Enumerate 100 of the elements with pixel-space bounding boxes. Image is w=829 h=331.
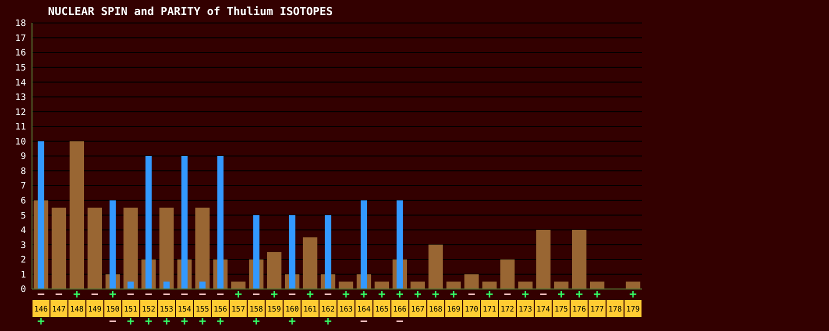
data-label: + [324,314,332,328]
bar [231,282,246,289]
bar [324,215,332,289]
data-label: − [540,287,547,301]
bar [590,282,604,289]
data-label: + [127,314,134,328]
bar [536,230,550,289]
data-label: − [198,287,206,301]
bar [217,156,224,289]
y-tick-label: 1 [20,270,26,280]
y-tick-label: 9 [20,152,26,162]
y-tick-label: 14 [15,78,26,88]
bar [464,274,479,289]
bar [446,282,461,289]
data-label: + [198,314,206,328]
data-label: + [306,287,314,301]
data-label: − [91,287,98,301]
bar [289,215,296,289]
y-tick-label: 15 [15,63,26,74]
data-label: + [180,314,188,328]
y-tick-label: 2 [20,256,26,266]
bar [396,200,403,289]
bar [482,282,497,289]
data-label: − [145,287,152,301]
y-tick-label: 5 [20,211,26,222]
bar [128,282,134,289]
data-label: + [396,287,404,301]
data-label: + [145,314,152,328]
data-label: + [342,287,350,301]
data-label: − [55,287,63,301]
data-label: + [270,287,278,301]
data-label: + [594,287,601,301]
y-tick-label: 8 [20,166,26,177]
bar [159,208,174,289]
data-label: + [576,287,583,301]
data-label: + [522,287,529,301]
bar [360,200,368,289]
data-label: + [37,314,45,328]
data-label: + [162,314,170,328]
bar [500,259,515,289]
bar [199,282,206,289]
data-label: + [73,287,80,301]
data-label: + [216,314,224,328]
bar [267,252,282,289]
bar [163,282,170,289]
y-tick-label: 10 [15,137,26,148]
data-label: + [252,314,260,328]
bar [145,156,152,289]
data-label: + [414,287,422,301]
bar [428,244,443,289]
y-tick-label: 18 [15,19,26,30]
bar [38,141,44,289]
bar [124,208,138,289]
y-tick-label: 12 [15,108,26,118]
y-tick-label: 0 [20,285,26,296]
data-label: − [37,287,45,301]
data-label: + [486,287,494,301]
bar [181,156,188,289]
bar [410,282,425,289]
data-label: − [288,287,296,301]
data-label: + [360,287,368,301]
y-tick-label: 3 [20,240,26,251]
bar [626,282,640,289]
data-label: − [180,287,188,301]
data-label: − [504,287,512,301]
bar [338,282,354,289]
data-label: − [127,287,134,301]
data-label: + [558,287,565,301]
data-label: − [109,314,116,328]
bar [52,208,66,289]
y-tick-label: 6 [20,196,26,206]
bar [253,215,260,289]
bar [572,230,586,289]
data-label: + [378,287,386,301]
bar [88,208,102,289]
data-label: + [629,287,637,301]
data-label: + [450,287,458,301]
data-label: − [216,287,224,301]
y-tick-label: 4 [20,226,26,236]
bar [110,200,116,289]
y-tick-label: 17 [15,34,26,44]
y-tick-label: 11 [15,122,26,133]
bar [518,282,533,289]
y-tick-label: 16 [15,48,26,59]
data-label: − [252,287,260,301]
data-label: − [360,314,368,328]
data-label: + [432,287,440,301]
y-tick-label: 7 [20,182,26,192]
chart-title: NUCLEAR SPIN and PARITY of Thulium ISOTOPES [48,5,333,18]
data-label: − [468,287,476,301]
bar [302,237,318,289]
data-label: − [162,287,170,301]
data-label: + [109,287,116,301]
bar [374,282,390,289]
bar [70,141,84,289]
bar [195,208,210,289]
data-label: + [288,314,296,328]
data-label: − [396,314,404,328]
data-label: − [324,287,332,301]
data-label: + [234,287,242,301]
